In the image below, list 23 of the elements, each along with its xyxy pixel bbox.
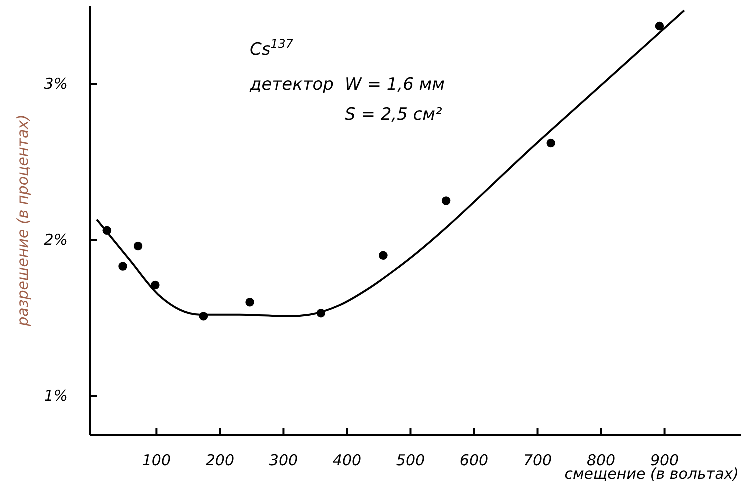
point (379, 251, 388, 260)
annotation: S = 2,5 см² (345, 105, 442, 125)
point (546, 138, 556, 148)
y-tick-label: 2% (44, 230, 68, 249)
x-tick-label: 200 (206, 452, 235, 470)
point (151, 280, 160, 290)
y-tick-label: 1% (44, 386, 68, 405)
point (655, 22, 664, 31)
point (442, 196, 451, 206)
point (118, 262, 128, 271)
x-tick-label: 100 (142, 452, 172, 470)
x-tick-label: 500 (396, 452, 426, 470)
y-tick-label: 3% (44, 74, 68, 93)
x-tick-label: 700 (523, 452, 552, 470)
x-tick-label: 300 (269, 452, 298, 470)
annotation: Cs$^{137}$ (250, 37, 294, 60)
x-tick-label: 600 (460, 452, 489, 470)
point (134, 242, 143, 251)
annotation: детектор (249, 75, 334, 95)
y-axis-title: разрешение (в процентах) (14, 114, 32, 328)
x-tick-label: 400 (332, 452, 362, 470)
annotation: W = 1,6 мм (345, 75, 446, 95)
point (246, 298, 254, 307)
